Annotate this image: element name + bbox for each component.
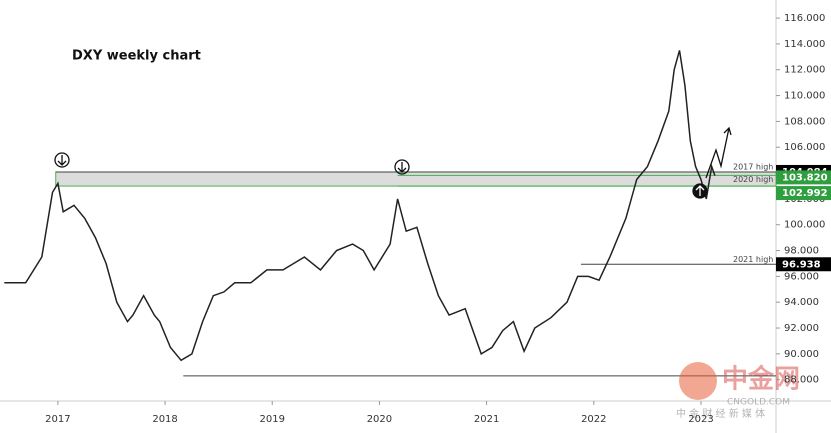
resistance-zone bbox=[55, 171, 777, 187]
x-tick-label: 2018 bbox=[152, 414, 177, 425]
y-tick-label: 110.000 bbox=[784, 91, 825, 102]
y-tick-label: 112.000 bbox=[784, 65, 825, 76]
watermark-tagline: 中 金 财 经 新 媒 体 bbox=[676, 407, 765, 420]
watermark-name: 中金网 bbox=[722, 364, 800, 395]
level-name: 2020 high bbox=[733, 175, 773, 184]
y-tick-label: 96.000 bbox=[784, 271, 819, 282]
chart-title: DXY weekly chart bbox=[72, 49, 201, 64]
price-line bbox=[4, 50, 716, 362]
x-tick-label: 2017 bbox=[45, 414, 70, 425]
level-name: 2021 high bbox=[733, 255, 773, 264]
down-arrow-icon bbox=[57, 155, 67, 166]
price-tag-label: 102.992 bbox=[782, 188, 828, 199]
y-tick-label: 92.000 bbox=[784, 323, 819, 334]
plot: 2017 high 2020 high 2021 high bbox=[4, 50, 777, 377]
price-tag bbox=[776, 186, 831, 201]
x-tick-label: 2023 bbox=[688, 414, 713, 425]
y-tick-label: 100.000 bbox=[784, 220, 825, 231]
y-tick-label: 108.000 bbox=[784, 116, 825, 127]
y-tick-label: 98.000 bbox=[784, 246, 819, 257]
y-tick-label: 90.000 bbox=[784, 349, 819, 360]
down-arrow-icon bbox=[394, 159, 410, 175]
watermark: 中金网 CNGOLD.COM 中 金 财 经 新 媒 体 bbox=[676, 362, 800, 420]
x-tick-label: 2021 bbox=[474, 414, 499, 425]
up-arrow-icon bbox=[695, 185, 705, 196]
price-tag-label: 96.938 bbox=[782, 259, 821, 270]
x-tick-label: 2019 bbox=[260, 414, 285, 425]
down-arrow-icon bbox=[397, 162, 407, 173]
watermark-site: CNGOLD.COM bbox=[727, 398, 790, 408]
price-tag bbox=[776, 170, 831, 185]
watermark-logo bbox=[679, 362, 717, 400]
annotation-arrows bbox=[54, 126, 732, 199]
level-name: 2017 high bbox=[733, 162, 773, 171]
price-tag bbox=[776, 257, 831, 272]
y-tick-label: 114.000 bbox=[784, 39, 825, 50]
y-tick-label: 88.000 bbox=[784, 375, 819, 386]
projection-arrow bbox=[705, 126, 732, 179]
x-tick-label: 2020 bbox=[367, 414, 392, 425]
price-tag-label: 103.820 bbox=[782, 172, 828, 183]
down-arrow-icon bbox=[54, 152, 70, 168]
x-tick-label: 2022 bbox=[581, 414, 606, 425]
y-tick-label: 94.000 bbox=[784, 297, 819, 308]
y-tick-label: 116.000 bbox=[784, 13, 825, 24]
y-tick-label: 106.000 bbox=[784, 142, 825, 153]
